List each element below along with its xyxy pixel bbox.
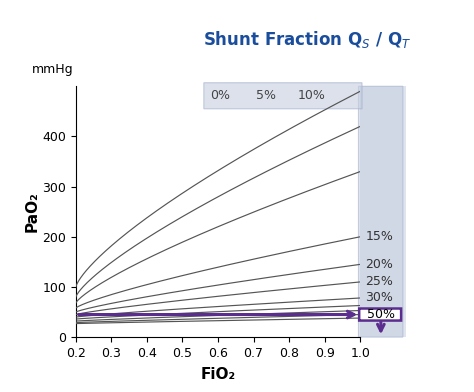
Text: 15%: 15% [365, 230, 393, 243]
Text: PaO₂: PaO₂ [24, 191, 39, 232]
FancyBboxPatch shape [204, 83, 362, 109]
Text: 30%: 30% [365, 292, 393, 305]
Text: mmHg: mmHg [32, 63, 73, 76]
Text: Shunt Fraction Q$_S$ / Q$_T$: Shunt Fraction Q$_S$ / Q$_T$ [203, 29, 411, 49]
Bar [360, 86, 406, 337]
FancyBboxPatch shape [359, 309, 401, 321]
Text: 0%: 0% [210, 89, 230, 102]
Text: 20%: 20% [365, 258, 393, 271]
FancyBboxPatch shape [358, 86, 403, 337]
Text: 5%: 5% [256, 89, 276, 102]
X-axis label: FiO₂: FiO₂ [201, 367, 236, 382]
Text: 25%: 25% [365, 276, 393, 289]
Text: 50%: 50% [367, 308, 395, 321]
Text: 10%: 10% [298, 89, 326, 102]
